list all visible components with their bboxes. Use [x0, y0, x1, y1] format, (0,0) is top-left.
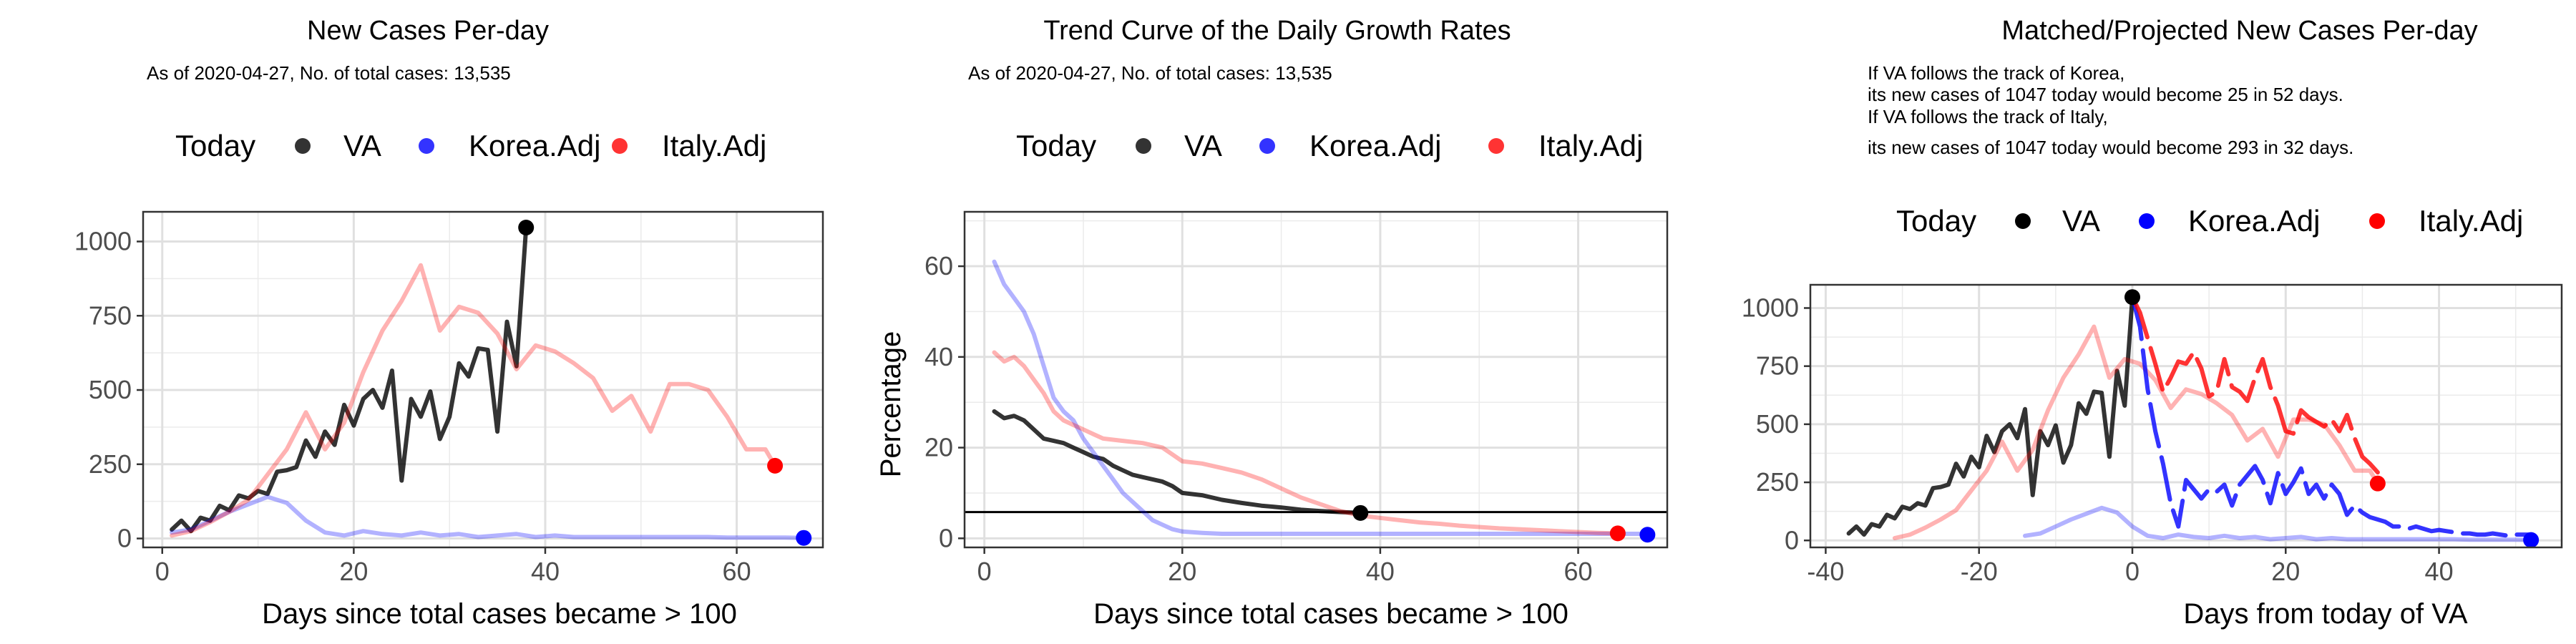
legend-label-va: VA	[1184, 129, 1222, 162]
legend: Today VA Korea.Adj Italy.Adj	[1896, 204, 2523, 238]
today-point-korea-adj	[796, 530, 812, 546]
chart-subtitle-line: If VA follows the track of Korea,	[1868, 62, 2124, 84]
legend: Today VA Korea.Adj Italy.Adj	[1016, 129, 1643, 162]
y-axis-label: Percentage	[875, 331, 907, 478]
legend-label-korea-adj: Korea.Adj	[1309, 129, 1441, 162]
legend-key-korea-adj	[419, 138, 434, 154]
legend-key-korea-adj	[1259, 138, 1275, 154]
y-tick-label: 500	[89, 375, 132, 404]
series-line-va	[992, 409, 1363, 515]
legend-key-korea-adj	[2139, 213, 2155, 229]
y-tick-label: 0	[939, 523, 953, 552]
x-tick-label: 40	[531, 557, 560, 586]
legend-label-italy-adj: Italy.Adj	[1538, 129, 1643, 162]
series-line-va	[1846, 295, 2135, 537]
chart-title: Matched/Projected New Cases Per-day	[2001, 16, 2477, 46]
legend-title: Today	[1016, 129, 1096, 162]
chart-title: Trend Curve of the Daily Growth Rates	[1043, 16, 1511, 46]
x-axis-label: Days from today of VA	[2183, 598, 2468, 630]
legend-key-va	[295, 138, 311, 154]
x-tick-label: 20	[2271, 557, 2300, 586]
legend: Today VA Korea.Adj Italy.Adj	[175, 129, 766, 162]
y-tick-label: 1000	[1742, 293, 1799, 322]
legend-key-italy-adj	[612, 138, 628, 154]
today-point-italy-adj	[767, 457, 784, 474]
plot-border	[142, 210, 824, 549]
series-line-italy-adj-projected	[2130, 295, 2380, 475]
legend-label-va: VA	[2062, 204, 2100, 238]
x-tick-label: -40	[1807, 557, 1844, 586]
series-line-korea-adj	[992, 259, 1650, 536]
x-tick-label: 60	[1563, 557, 1592, 586]
chart-subtitle-line: As of 2020-04-27, No. of total cases: 13…	[968, 62, 1332, 84]
y-tick-label: 750	[1756, 351, 1799, 381]
chart-panel-new-cases: New Cases Per-day As of 2020-04-27, No. …	[74, 16, 824, 630]
y-tick-label: 1000	[74, 227, 132, 256]
x-axis-label: Days since total cases became > 100	[1093, 598, 1568, 630]
plot-area: 0 20 40 60 0 20 40 60	[924, 210, 1669, 586]
x-tick-label: 40	[1366, 557, 1395, 586]
legend-label-korea-adj: Korea.Adj	[469, 129, 600, 162]
series-line-italy-adj	[992, 350, 1620, 536]
y-tick-label: 0	[117, 524, 132, 553]
plot-area: -40 -20 0 20 40 0 250 500 750 1000	[1742, 283, 2563, 586]
x-tick-label: 0	[977, 557, 992, 586]
x-tick-label: 0	[155, 557, 170, 586]
y-tick-label: 750	[89, 301, 132, 330]
plot-background	[965, 212, 1667, 547]
x-axis-label: Days since total cases became > 100	[262, 598, 737, 630]
y-tick-label: 20	[924, 433, 953, 462]
legend-label-italy-adj: Italy.Adj	[2419, 204, 2523, 238]
series-line-italy-adj	[1892, 324, 2380, 540]
today-point-korea-adj	[1639, 527, 1656, 543]
x-tick-label: -20	[1961, 557, 1998, 586]
today-point-italy-adj	[1609, 525, 1626, 542]
x-tick-label: 40	[2425, 557, 2454, 586]
chart-title: New Cases Per-day	[307, 16, 549, 46]
chart-subtitle-line: its new cases of 1047 today would become…	[1868, 84, 2343, 105]
series-line-korea-adj	[170, 494, 806, 540]
legend-title: Today	[1896, 204, 1976, 238]
series-line-korea-adj-projected	[2130, 295, 2534, 538]
today-point-va	[2124, 289, 2140, 306]
legend-label-va: VA	[343, 129, 381, 162]
x-tick-label: 20	[339, 557, 368, 586]
today-point-korea-adj	[2523, 532, 2540, 548]
y-tick-label: 40	[924, 342, 953, 371]
plot-border	[1809, 283, 2563, 549]
legend-key-va	[2015, 213, 2031, 229]
x-tick-label: 0	[2125, 557, 2140, 586]
legend-label-korea-adj: Korea.Adj	[2188, 204, 2320, 238]
y-tick-label: 0	[1785, 525, 1799, 555]
today-point-italy-adj	[2369, 475, 2386, 492]
legend-key-italy-adj	[1488, 138, 1504, 154]
chart-subtitle-line: If VA follows the track of Italy,	[1868, 106, 2108, 127]
legend-key-va	[1136, 138, 1151, 154]
y-tick-label: 60	[924, 251, 953, 280]
plot-background	[1810, 285, 2562, 547]
plot-area: 0 20 40 60 0 250 500 750 1000	[74, 210, 824, 586]
legend-label-italy-adj: Italy.Adj	[662, 129, 766, 162]
series-line-korea-adj	[2023, 505, 2534, 542]
chart-subtitle-line: As of 2020-04-27, No. of total cases: 13…	[147, 62, 511, 84]
chart-panel-projected-cases: Matched/Projected New Cases Per-day If V…	[1742, 16, 2563, 630]
legend-title: Today	[175, 129, 255, 162]
series-line-va	[170, 225, 529, 534]
series-line-italy-adj	[170, 263, 778, 538]
today-point-va	[518, 219, 535, 235]
today-point-va	[1352, 504, 1369, 521]
chart-panel-growth-rates: Trend Curve of the Daily Growth Rates As…	[875, 16, 1669, 630]
chart-subtitle-line: its new cases of 1047 today would become…	[1868, 137, 2353, 158]
legend-key-italy-adj	[2369, 213, 2385, 229]
x-tick-label: 20	[1168, 557, 1196, 586]
plot-border	[963, 210, 1669, 549]
y-tick-label: 250	[89, 449, 132, 479]
y-tick-label: 500	[1756, 409, 1799, 439]
y-tick-label: 250	[1756, 467, 1799, 497]
x-tick-label: 60	[723, 557, 751, 586]
